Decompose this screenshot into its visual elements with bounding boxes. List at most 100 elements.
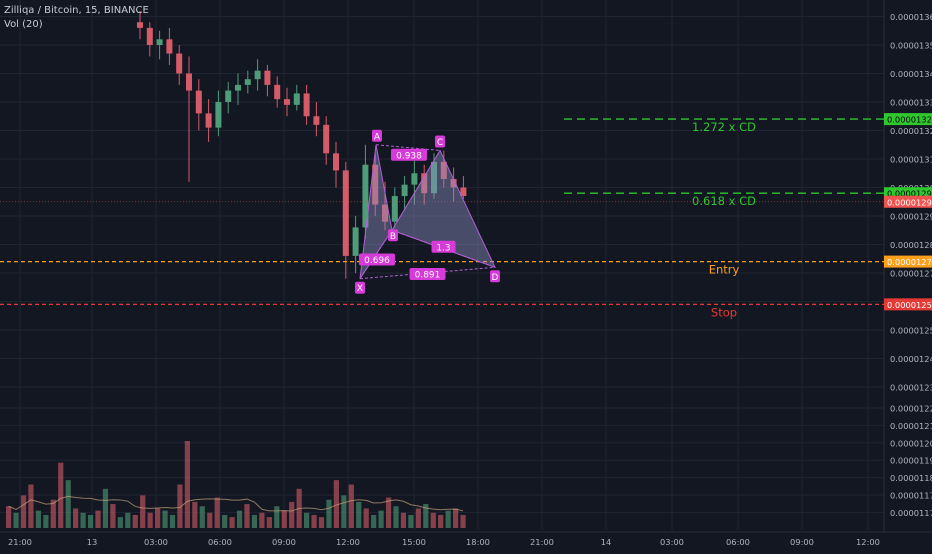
y-tick-label: 0.00001186 bbox=[890, 473, 932, 483]
volume-bar bbox=[341, 495, 347, 528]
y-tick-label: 0.00001340 bbox=[890, 69, 932, 79]
y-tick-label: 0.00001290 bbox=[890, 212, 932, 222]
candle-body bbox=[342, 170, 349, 256]
x-tick-label: 21:00 bbox=[530, 537, 554, 547]
volume-bar bbox=[43, 514, 49, 528]
pattern-point-badge bbox=[372, 129, 382, 142]
pattern-ratio-badge bbox=[391, 148, 427, 161]
y-tick-label: 0.00001202 bbox=[890, 438, 932, 448]
volume-bar bbox=[244, 504, 250, 528]
symbol-title[interactable]: Zilliqa / Bitcoin, 15, BINANCE bbox=[4, 5, 149, 16]
volume-bar bbox=[326, 499, 332, 528]
pattern-point-a: A bbox=[372, 129, 382, 142]
volume-bar bbox=[162, 510, 168, 528]
volume-bar bbox=[155, 508, 161, 528]
volume-bar bbox=[140, 495, 146, 528]
price-tag-stop bbox=[884, 298, 932, 311]
volume-bar bbox=[229, 517, 235, 528]
pattern-line-bd bbox=[391, 229, 496, 268]
candle-body bbox=[244, 79, 251, 85]
volume-indicator-label[interactable]: Vol (20) bbox=[4, 19, 43, 30]
level-label-target: 1.272 x CD bbox=[692, 120, 756, 134]
x-tick-label: 13 bbox=[87, 537, 98, 547]
candle-body bbox=[195, 90, 202, 114]
candle-body bbox=[323, 124, 330, 154]
pattern-ratio-text: 0.938 bbox=[396, 151, 422, 161]
volume-bar bbox=[408, 514, 414, 528]
volume-bar bbox=[400, 512, 407, 528]
price-tag-text-target: 0.00001298 bbox=[887, 189, 932, 199]
volume-bar bbox=[259, 512, 265, 528]
candle-body bbox=[450, 178, 457, 188]
candle-body bbox=[215, 102, 222, 128]
x-tick-label: 15:00 bbox=[402, 537, 426, 547]
candle-body bbox=[205, 113, 212, 128]
x-tick-label: 03:00 bbox=[660, 537, 684, 547]
candle-body bbox=[186, 73, 192, 91]
volume-bar bbox=[20, 495, 27, 528]
volume-bar bbox=[117, 517, 123, 528]
x-tick-label: 06:00 bbox=[208, 537, 232, 547]
pattern-point-text: X bbox=[357, 284, 363, 294]
y-tick-label: 0.00001360 bbox=[890, 12, 932, 22]
volume-bar bbox=[415, 508, 421, 528]
volume-bar bbox=[87, 514, 94, 528]
pattern-point-x: X bbox=[355, 281, 365, 294]
candle-body bbox=[391, 196, 398, 222]
volume-bar bbox=[393, 506, 399, 528]
pattern-point-text: C bbox=[437, 138, 443, 148]
volume-bar bbox=[102, 488, 109, 528]
volume-bar bbox=[438, 514, 444, 528]
chart-legend: Zilliqa / Bitcoin, 15, BINANCE Vol (20) bbox=[4, 4, 149, 32]
price-tag-target bbox=[884, 113, 932, 126]
volume-bar bbox=[311, 514, 317, 528]
candle-body bbox=[146, 27, 153, 45]
volume-bar bbox=[385, 497, 392, 528]
pattern-ratio-badge bbox=[431, 240, 456, 253]
volume-bar bbox=[95, 510, 101, 528]
volume-bar bbox=[251, 514, 258, 528]
volume-bar bbox=[80, 512, 86, 528]
x-tick-label: 06:00 bbox=[726, 537, 750, 547]
volume-bar bbox=[147, 512, 153, 528]
level-label-stop: Stop bbox=[711, 305, 737, 319]
volume-bar bbox=[333, 480, 339, 528]
volume-bar bbox=[125, 512, 131, 528]
candle-body bbox=[284, 99, 290, 105]
volume-bar bbox=[169, 514, 176, 528]
pattern-point-badge bbox=[388, 229, 398, 242]
y-tick-label: 0.00001210 bbox=[890, 421, 932, 431]
volume-bar bbox=[58, 462, 64, 528]
candle-body bbox=[225, 90, 232, 102]
candle-body bbox=[440, 161, 447, 179]
volume-bar bbox=[318, 517, 325, 528]
y-tick-label: 0.00001170 bbox=[890, 508, 932, 518]
volume-bar bbox=[177, 484, 183, 528]
level-label-target: 0.618 x CD bbox=[692, 194, 756, 208]
volume-bar bbox=[453, 508, 459, 528]
y-tick-label: 0.00001350 bbox=[890, 41, 932, 51]
pattern-ratio: 1.3 bbox=[431, 240, 456, 253]
volume-bar bbox=[274, 506, 280, 528]
volume-bar bbox=[184, 441, 190, 528]
candle-body bbox=[274, 84, 281, 100]
candle-body bbox=[176, 53, 183, 74]
pattern-ratio: 0.938 bbox=[391, 148, 427, 161]
volume-bar bbox=[423, 504, 429, 528]
volume-bar bbox=[132, 514, 138, 528]
candle-body bbox=[460, 187, 467, 197]
volume-bar bbox=[289, 501, 295, 528]
volume-bar bbox=[110, 504, 116, 528]
volume-bar bbox=[28, 484, 34, 528]
y-tick-label: 0.00001330 bbox=[890, 98, 932, 108]
candle-body bbox=[382, 204, 388, 222]
current-price-tag bbox=[884, 195, 932, 208]
volume-bar bbox=[35, 510, 41, 528]
volume-bar bbox=[65, 480, 71, 528]
pattern-point-text: B bbox=[390, 232, 396, 242]
volume-bar bbox=[363, 508, 369, 528]
pattern-ratio: 0.891 bbox=[409, 268, 446, 281]
